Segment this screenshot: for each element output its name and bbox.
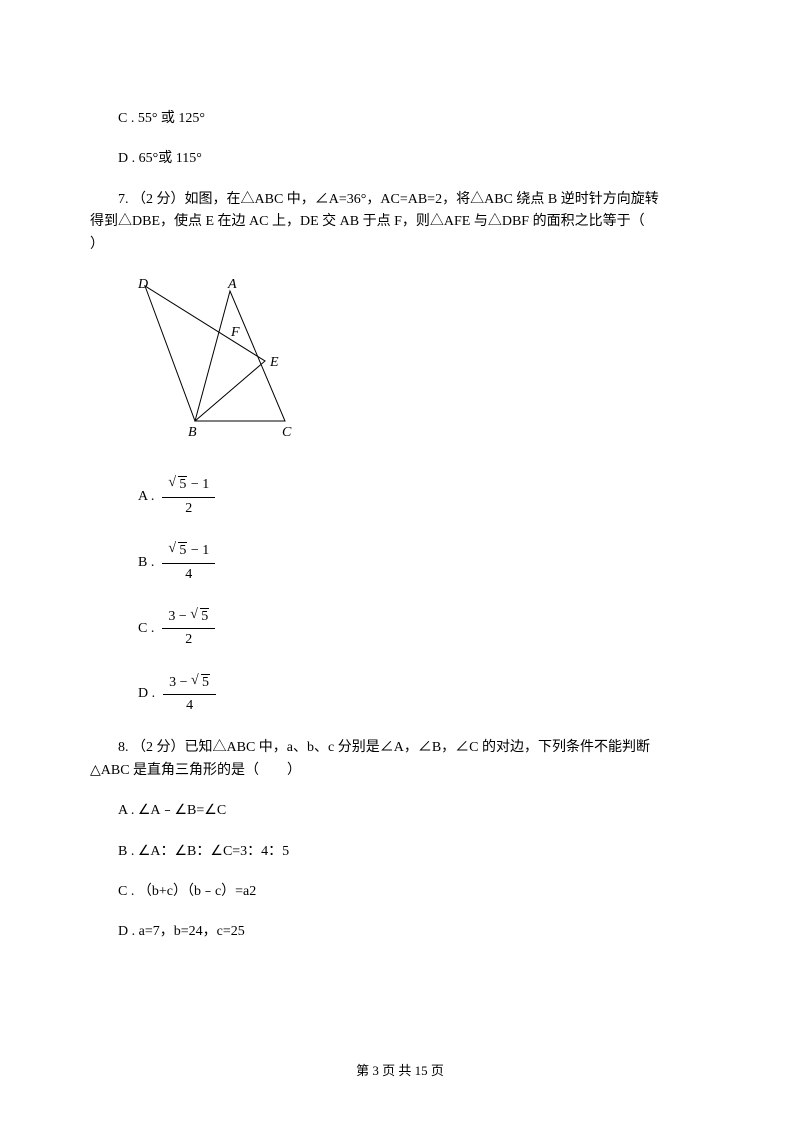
- q7-diagram: D A F E B C: [130, 276, 710, 454]
- q7-line3: ）: [90, 234, 710, 256]
- q8-line2: △ABC 是直角三角形的是（ ）: [90, 760, 710, 782]
- q7-optA-label: A .: [138, 486, 154, 508]
- q7-optB-label: B .: [138, 552, 154, 574]
- q7-line2: 得到△DBE，使点 E 在边 AC 上，DE 交 AB 于点 F，则△AFE 与…: [90, 211, 710, 233]
- q8-option-b: B . ∠A：∠B：∠C=3：4：5: [90, 841, 710, 863]
- q7-optD-fraction: 3 − 5 4: [163, 672, 216, 718]
- q7-option-b: B . 5 − 1 4: [138, 540, 710, 586]
- svg-text:C: C: [282, 425, 292, 440]
- q7-line1: 7. （2 分）如图，在△ABC 中，∠A=36°，AC=AB=2，将△ABC …: [90, 189, 710, 211]
- q8-option-a: A . ∠A﹣∠B=∠C: [90, 800, 710, 822]
- page-footer: 第 3 页 共 15 页: [0, 1061, 800, 1082]
- q7-option-a: A . 5 − 1 2: [138, 474, 710, 520]
- q7-option-c: C . 3 − 5 2: [138, 606, 710, 652]
- svg-text:E: E: [269, 355, 279, 370]
- q8-stem: 8. （2 分）已知△ABC 中，a、b、c 分别是∠A，∠B，∠C 的对边，下…: [90, 737, 710, 782]
- svg-text:B: B: [188, 425, 197, 440]
- q8-option-c: C . （b+c）（b﹣c）=a2: [90, 881, 710, 903]
- q7-optD-label: D .: [138, 683, 155, 705]
- q7-optC-label: C .: [138, 618, 154, 640]
- q7-optA-fraction: 5 − 1 2: [162, 474, 215, 520]
- q6-option-c: C . 55° 或 125°: [90, 108, 710, 130]
- q7-optB-fraction: 5 − 1 4: [162, 540, 215, 586]
- svg-text:D: D: [137, 277, 148, 292]
- q8-option-d: D . a=7，b=24，c=25: [90, 921, 710, 943]
- svg-text:F: F: [230, 325, 240, 340]
- svg-text:A: A: [227, 277, 237, 292]
- q7-option-d: D . 3 − 5 4: [138, 672, 710, 718]
- q7-optC-fraction: 3 − 5 2: [162, 606, 215, 652]
- q8-line1: 8. （2 分）已知△ABC 中，a、b、c 分别是∠A，∠B，∠C 的对边，下…: [90, 737, 710, 759]
- q7-stem: 7. （2 分）如图，在△ABC 中，∠A=36°，AC=AB=2，将△ABC …: [90, 189, 710, 256]
- q6-option-d: D . 65°或 115°: [90, 148, 710, 170]
